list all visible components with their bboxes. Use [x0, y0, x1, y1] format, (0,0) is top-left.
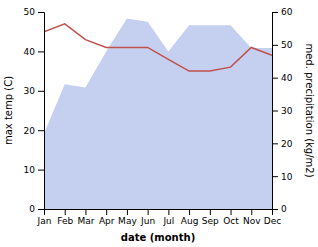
tick-mark	[38, 51, 44, 52]
tick: 20	[24, 126, 44, 136]
y-axis: 0 10 20 30 40 50	[24, 7, 45, 214]
tick-label: 0	[281, 204, 287, 214]
y2-axis-title: med. precipitation (kg/m2)	[304, 43, 315, 177]
tick-label: 30	[281, 106, 293, 116]
area	[44, 19, 272, 209]
tick-mark	[272, 209, 278, 210]
tick-label: Dec	[264, 216, 281, 226]
tick-label: Apr	[99, 216, 115, 226]
tick-mark	[38, 12, 44, 13]
tick-label: 20	[24, 126, 36, 136]
tick-label: 60	[281, 7, 293, 17]
tick-label: 10	[281, 172, 293, 182]
tick: 60	[272, 7, 293, 17]
tick-label: 10	[24, 165, 36, 175]
tick-mark	[272, 143, 278, 144]
tick-mark	[38, 130, 44, 131]
x-axis: Jan Feb Mar AprMayJun Jul AugSep Oct NovDec	[37, 209, 282, 226]
tick: 20	[272, 139, 293, 149]
tick: 50	[272, 40, 293, 50]
plot-area: JanFebMarAprMayJunJulAugSepOctNovDec0102…	[3, 7, 315, 243]
tick-mark	[65, 209, 66, 215]
tick: Jan	[37, 209, 52, 226]
tick: 10	[272, 172, 293, 182]
chart: JanFebMarAprMayJunJulAugSepOctNovDec0102…	[0, 0, 318, 247]
tick-mark	[272, 12, 278, 13]
tick-label: Mar	[77, 216, 94, 226]
tick: Nov	[243, 209, 261, 226]
tick-mark	[38, 91, 44, 92]
tick-mark	[251, 209, 252, 215]
tick: May	[118, 209, 137, 226]
tick-mark	[85, 209, 86, 215]
tick: 40	[272, 73, 293, 83]
tick-label: Sep	[202, 216, 219, 226]
tick: 0	[29, 204, 44, 214]
tick-label: Jan	[37, 216, 52, 226]
tick: 40	[24, 47, 44, 57]
tick-mark	[38, 209, 44, 210]
tick-label: Nov	[243, 216, 261, 226]
tick-label: Aug	[181, 216, 199, 226]
y2-axis: 0 10 20 30 40 50 60	[272, 7, 293, 214]
tick: Oct	[223, 209, 239, 226]
axis-line	[38, 13, 45, 210]
tick: 10	[24, 165, 44, 175]
tick-label: 50	[24, 7, 36, 17]
tick-label: Jul	[162, 216, 174, 226]
tick: Mar	[77, 209, 94, 226]
tick: 0	[272, 204, 287, 214]
axis-line	[273, 13, 279, 210]
tick: Jul	[162, 209, 174, 226]
tick: Sep	[202, 209, 219, 226]
tick-label: 40	[24, 47, 36, 57]
tick-mark	[106, 209, 107, 215]
tick-label: Jun	[140, 216, 155, 226]
tick-mark	[272, 45, 278, 46]
axis-line	[45, 210, 273, 216]
tick-mark	[210, 209, 211, 215]
tick-label: 0	[29, 204, 35, 214]
line	[44, 24, 272, 71]
tick-label: 50	[281, 40, 293, 50]
tick-mark	[272, 111, 278, 112]
x-axis-title: date (month)	[121, 232, 195, 243]
tick-mark	[231, 209, 232, 215]
tick-label: Feb	[57, 216, 73, 226]
tick-mark	[189, 209, 190, 215]
tick: Jun	[140, 209, 155, 226]
marks	[44, 19, 272, 209]
tick-mark	[148, 209, 149, 215]
tick-mark	[272, 176, 278, 177]
tick: 50	[24, 7, 44, 17]
tick-mark	[168, 209, 169, 215]
tick: 30	[24, 86, 44, 96]
y-axis-title: max temp (C)	[3, 76, 14, 145]
tick-mark	[127, 209, 128, 215]
tick: Dec	[264, 209, 281, 226]
tick: Apr	[99, 209, 115, 226]
tick: 30	[272, 106, 293, 116]
tick-label: Oct	[223, 216, 239, 226]
tick-label: 20	[281, 139, 293, 149]
tick-label: 30	[24, 86, 36, 96]
tick-mark	[38, 170, 44, 171]
tick: Aug	[181, 209, 199, 226]
tick-label: 40	[281, 73, 293, 83]
tick: Feb	[57, 209, 73, 226]
tick-mark	[272, 78, 278, 79]
tick-label: May	[118, 216, 137, 226]
